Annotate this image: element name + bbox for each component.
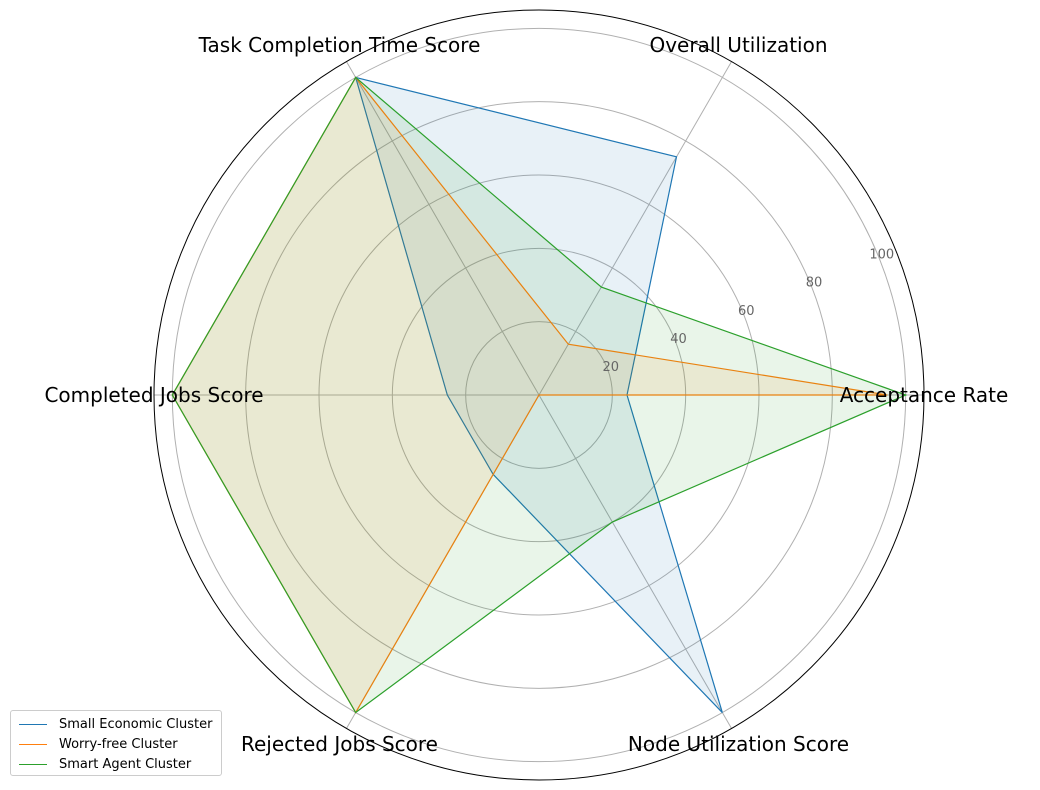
legend-label: Small Economic Cluster: [59, 716, 213, 732]
series-area: [172, 77, 906, 713]
series-line: [171, 76, 908, 714]
radial-tick-label: 60: [738, 304, 755, 319]
grid-spoke: [538, 394, 732, 729]
radial-tick-label: 20: [603, 360, 620, 375]
axis-label: Completed Jobs Score: [44, 383, 263, 407]
legend-item: Smart Agent Cluster: [19, 754, 213, 774]
legend-label: Worry-free Cluster: [59, 736, 178, 752]
radial-tick-label: 100: [869, 248, 894, 263]
legend-swatch: [19, 743, 47, 745]
axis-label: Rejected Jobs Score: [241, 732, 438, 756]
series-area: [172, 77, 888, 713]
legend: Small Economic Cluster Worry-free Cluste…: [10, 710, 222, 776]
radial-tick-label: 40: [670, 332, 687, 347]
radar-labels: 20 40 60 80 100 Acceptance Rate Overall Utiliz…: [44, 33, 1008, 756]
axis-label: Node Utilization Score: [628, 732, 849, 756]
grid-spoke: [538, 61, 732, 396]
legend-label: Smart Agent Cluster: [59, 756, 192, 772]
axis-label: Acceptance Rate: [840, 383, 1009, 407]
grid-spoke: [346, 61, 540, 396]
radial-tick-label: 80: [806, 276, 823, 291]
radar-series: [171, 76, 908, 714]
axis-label: Task Completion Time Score: [198, 33, 481, 57]
legend-item: Small Economic Cluster: [19, 714, 213, 734]
polar-frame: [153, 9, 925, 781]
series-line: [354, 76, 723, 713]
legend-item: Worry-free Cluster: [19, 734, 213, 754]
legend-swatch: [19, 723, 47, 725]
axis-label: Overall Utilization: [649, 33, 827, 57]
legend-swatch: [19, 763, 47, 765]
